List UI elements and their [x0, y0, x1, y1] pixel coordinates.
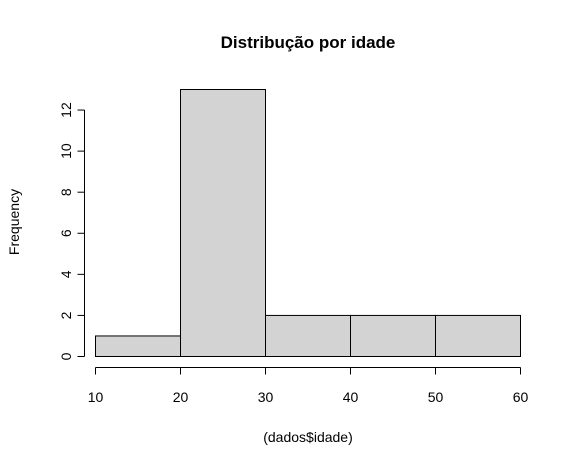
y-axis: 0 2 4 6 8 10 12: [58, 102, 85, 360]
histogram-bar: [350, 314, 436, 357]
y-tick-label: 6: [58, 229, 74, 237]
histogram-bar: [95, 335, 181, 358]
x-tick-label: 50: [428, 389, 444, 405]
x-tick-label: 60: [513, 389, 529, 405]
y-tick-label: 8: [58, 188, 74, 196]
histogram-bar: [435, 314, 521, 357]
x-axis: 10 20 30 40 50 60: [88, 367, 529, 405]
histogram-bar: [180, 89, 266, 357]
y-tick-label: 12: [58, 102, 74, 118]
y-tick-label: 10: [58, 143, 74, 159]
x-axis-label: (dados$idade): [263, 429, 353, 445]
x-tick-label: 40: [343, 389, 359, 405]
bars-group: [95, 89, 521, 358]
y-tick-label: 2: [58, 311, 74, 319]
y-tick-label: 4: [58, 270, 74, 278]
y-tick-label: 0: [58, 352, 74, 360]
x-tick-label: 30: [258, 389, 274, 405]
x-tick-label: 20: [173, 389, 189, 405]
chart-title: Distribução por idade: [221, 33, 396, 52]
histogram-bar: [265, 314, 351, 357]
x-tick-label: 10: [88, 389, 104, 405]
y-axis-label: Frequency: [6, 189, 22, 255]
